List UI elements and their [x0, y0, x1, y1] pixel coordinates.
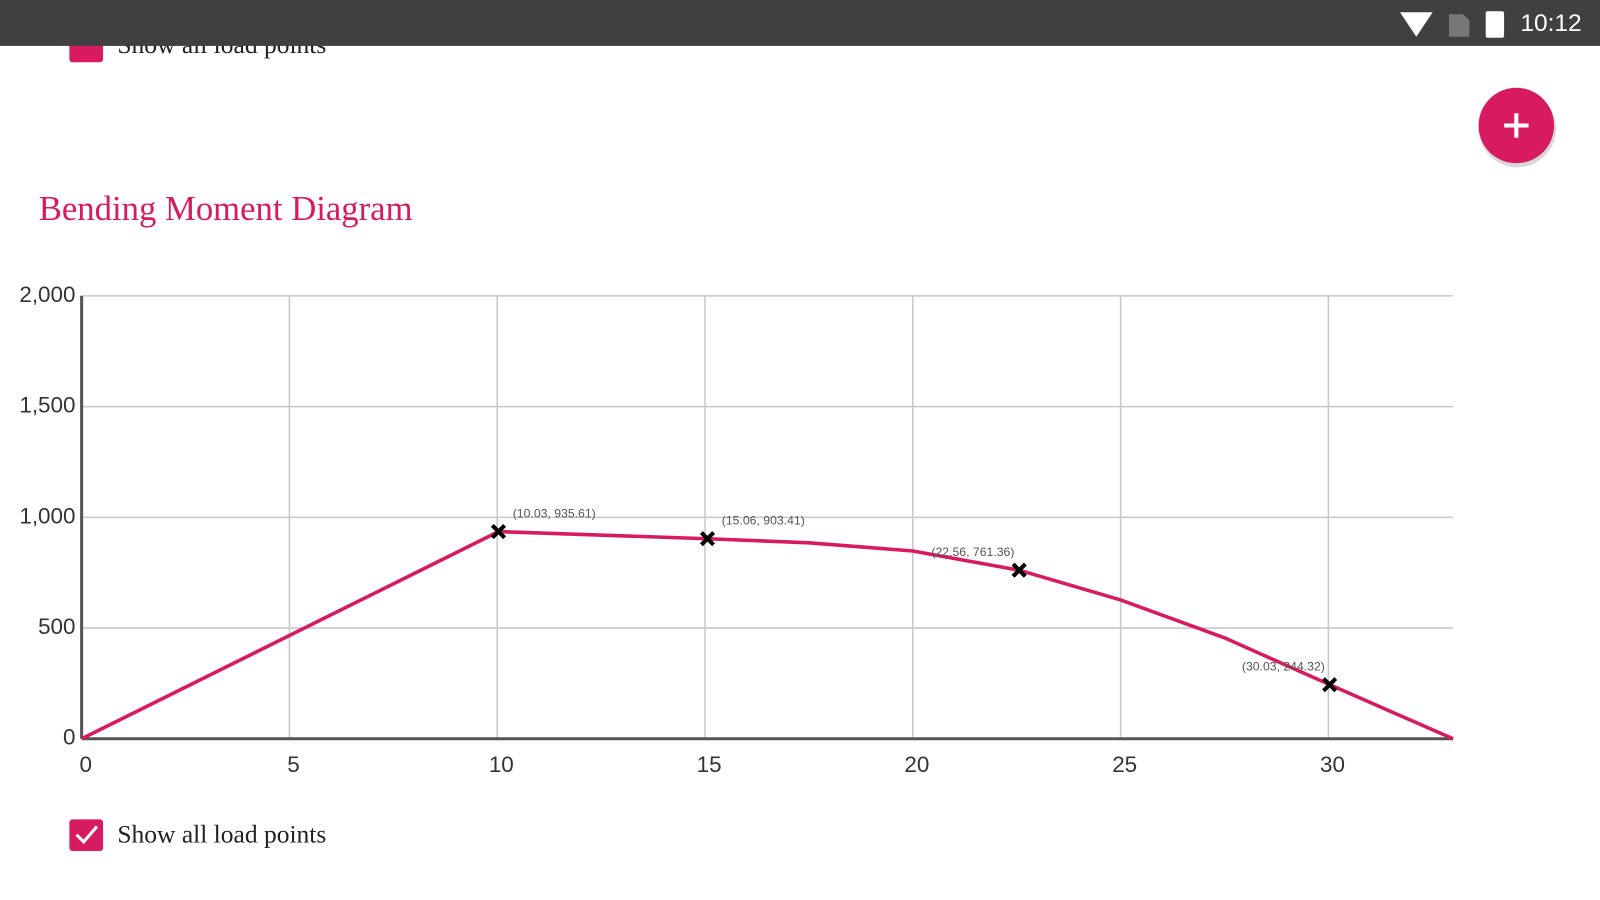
point-label: (15.06, 903.41) [722, 514, 805, 528]
series-line [80, 529, 1454, 741]
x-tick-label: 15 [697, 752, 722, 777]
checkmark [75, 825, 99, 845]
status-time: 10:12 [1520, 10, 1581, 37]
y-tick-label: 2,000 [19, 282, 75, 307]
point-label: (10.03, 935.61) [513, 506, 596, 520]
x-tick-label: 10 [489, 752, 514, 777]
checkbox-label: Show all load points [117, 820, 326, 849]
checkbox-box[interactable] [69, 819, 104, 852]
y-tick-label: 1,500 [19, 393, 75, 418]
x-tick-label: 30 [1320, 752, 1345, 777]
load-point [490, 524, 507, 540]
load-point [1011, 562, 1027, 578]
sim-icon [1448, 14, 1470, 37]
add-button[interactable] [1478, 87, 1557, 168]
load-point [699, 531, 716, 547]
y-tick-label: 500 [38, 614, 75, 639]
y-tick-label: 0 [63, 725, 75, 750]
x-tick-label: 5 [287, 752, 299, 777]
fab-icon [1504, 113, 1529, 138]
wifi-icon [1400, 12, 1433, 37]
point-label: (30.03, 244.32) [1242, 660, 1325, 674]
x-tick-label: 20 [904, 752, 929, 777]
plot: 0 500 1,000 1,500 2,000 0 5 10 15 20 25 30 (10.03, 9… [19, 282, 1454, 777]
load-point [1322, 677, 1338, 693]
x-tick-label: 25 [1112, 752, 1137, 777]
chart-title: Bending Moment Diagram [39, 189, 413, 228]
bottom-checkbox[interactable]: Show all load points [69, 819, 326, 852]
status-bar [0, 0, 1600, 46]
x-tick-label: 0 [79, 752, 91, 777]
y-tick-label: 1,000 [19, 503, 75, 528]
battery-icon [1485, 11, 1505, 38]
point-label: (22.56, 761.36) [931, 545, 1014, 559]
